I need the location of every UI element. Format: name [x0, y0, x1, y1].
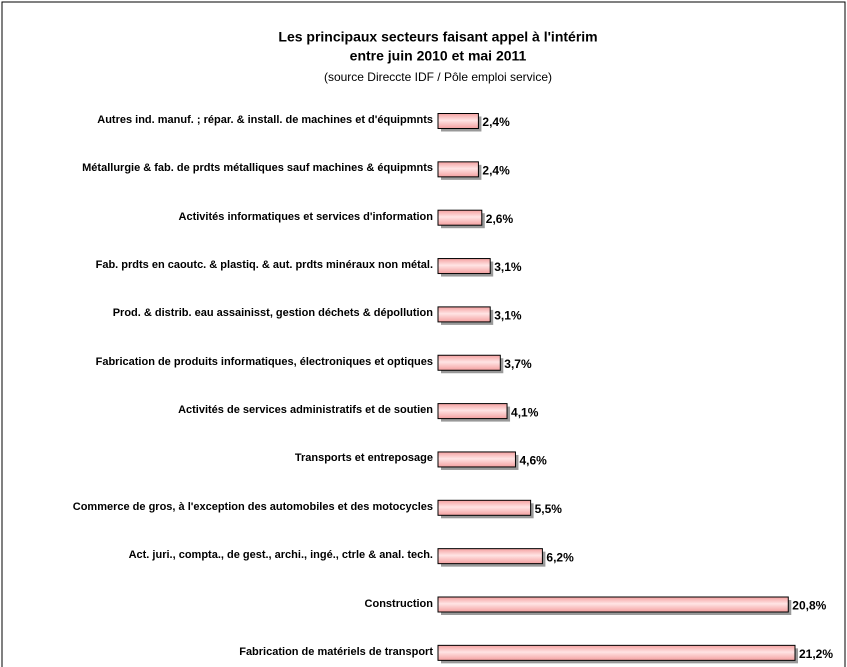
- category-label-box: Commerce de gros, à l'exception des auto…: [13, 497, 433, 515]
- bar: [437, 161, 479, 178]
- category-label: Autres ind. manuf. ; répar. & install. d…: [97, 114, 433, 126]
- bar: [437, 499, 532, 516]
- category-label: Fab. prdts en caoutc. & plastiq. & aut. …: [95, 259, 433, 272]
- bar: [437, 113, 479, 129]
- value-label: 3,1%: [494, 260, 522, 274]
- value-label: 4,6%: [519, 454, 547, 468]
- category-label-box: Métallurgie & fab. de prdts métalliques …: [13, 158, 433, 176]
- category-label-box: Prod. & distrib. eau assainisst, gestion…: [13, 303, 433, 321]
- bar: [437, 644, 796, 661]
- category-label: Construction: [364, 597, 433, 610]
- category-label: Prod. & distrib. eau assainisst, gestion…: [112, 307, 433, 320]
- category-label: Activités de services administratifs et …: [178, 404, 433, 417]
- value-label: 6,2%: [546, 550, 574, 564]
- value-label: 4,1%: [511, 405, 539, 419]
- value-label: 2,4%: [482, 164, 510, 178]
- category-label: Act. juri., compta., de gest., archi., i…: [128, 549, 433, 562]
- category-label: Transports et entreposage: [294, 452, 433, 465]
- category-label-box: Activités de services administratifs et …: [13, 400, 433, 418]
- chart-title: entre juin 2010 et mai 2011: [350, 48, 527, 64]
- chart-title: Les principaux secteurs faisant appel à …: [278, 29, 597, 45]
- value-label: 3,1%: [494, 309, 522, 323]
- category-label-box: Act. juri., compta., de gest., archi., i…: [13, 545, 433, 563]
- value-label: 21,2%: [799, 647, 833, 661]
- bar: [437, 596, 789, 613]
- category-label-box: Autres ind. manuf. ; répar. & install. d…: [13, 110, 433, 128]
- category-label-box: Transports et entreposage: [13, 448, 433, 466]
- bar: [437, 451, 516, 468]
- chart-subtitle: (source Direccte IDF / Pôle emploi servi…: [324, 70, 552, 84]
- category-label-box: Fab. prdts en caoutc. & plastiq. & aut. …: [13, 255, 433, 273]
- category-label-box: Construction: [13, 594, 433, 612]
- value-label: 3,7%: [504, 357, 532, 371]
- bar: [437, 258, 491, 275]
- category-label: Activités informatiques et services d'in…: [178, 210, 433, 223]
- category-label: Fabrication de matériels de transport: [239, 645, 433, 658]
- category-label-box: Activités informatiques et services d'in…: [13, 207, 433, 225]
- bar: [437, 548, 543, 565]
- category-label-box: Fabrication de produits informatiques, é…: [13, 352, 433, 370]
- value-label: 20,8%: [792, 599, 826, 613]
- value-label: 2,4%: [482, 115, 510, 129]
- bar: [437, 306, 491, 323]
- category-label: Métallurgie & fab. de prdts métalliques …: [82, 162, 433, 175]
- bar: [437, 403, 508, 420]
- bar: [437, 354, 501, 371]
- category-label-box: Fabrication de matériels de transport: [13, 642, 433, 660]
- bar: [437, 209, 483, 226]
- category-label: Fabrication de produits informatiques, é…: [95, 355, 433, 368]
- category-label: Commerce de gros, à l'exception des auto…: [72, 500, 433, 513]
- value-label: 5,5%: [535, 502, 563, 516]
- value-label: 2,6%: [486, 212, 514, 226]
